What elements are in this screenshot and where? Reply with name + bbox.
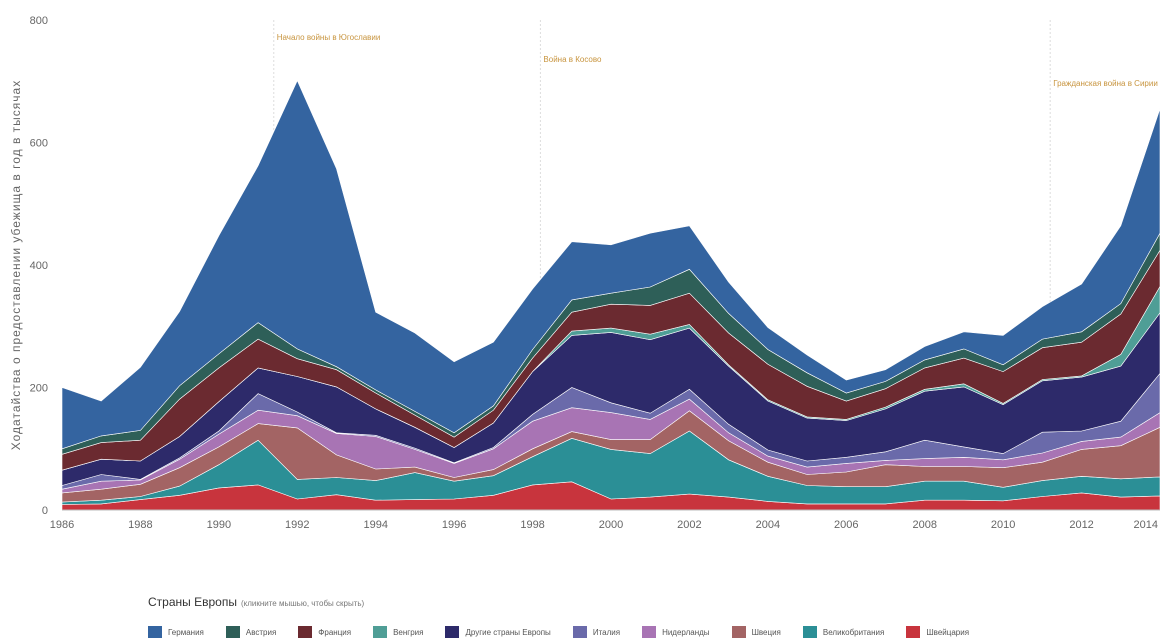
legend-item[interactable]: Франция (298, 626, 351, 638)
legend-swatch (298, 626, 313, 638)
stacked-area-chart: Начало войны в Югославии Война в Косово Гр… (9, 15, 1161, 531)
legend-title-text: Страны Европы (148, 595, 237, 609)
x-tick-label: 2010 (991, 519, 1015, 531)
x-tick-label: 2008 (912, 519, 936, 531)
x-tick-label: 2012 (1069, 519, 1093, 531)
legend-label: Другие страны Европы (465, 627, 551, 637)
legend-label: Швеция (751, 627, 781, 637)
y-tick-label: 200 (30, 383, 48, 395)
legend-item[interactable]: Нидерланды (642, 626, 710, 638)
legend-label: Австрия (245, 627, 277, 637)
x-tick-label: 2014 (1134, 519, 1158, 531)
legend-item[interactable]: Венгрия (373, 626, 423, 638)
legend-item[interactable]: Швейцария (906, 626, 969, 638)
x-tick-label: 2006 (834, 519, 858, 531)
x-tick-label: 1998 (520, 519, 544, 531)
legend-item[interactable]: Другие страны Европы (445, 626, 551, 638)
x-tick-label: 2000 (599, 519, 623, 531)
legend-label: Нидерланды (662, 627, 710, 637)
y-tick-label: 800 (30, 15, 48, 27)
legend-item[interactable]: Австрия (225, 626, 277, 638)
legend-swatch (445, 626, 460, 638)
x-tick-label: 1988 (128, 519, 152, 531)
legend-swatch (225, 626, 240, 638)
x-tick-label: 1992 (285, 519, 309, 531)
legend-swatch (148, 626, 162, 638)
x-tick-label: 1996 (442, 519, 466, 531)
x-tick-label: 1990 (207, 519, 231, 531)
annotation-label: Начало войны в Югославии (277, 33, 381, 42)
legend-label: Франция (318, 627, 352, 637)
y-tick-label: 400 (30, 260, 48, 272)
legend-item[interactable]: Швеция (731, 626, 781, 638)
legend-title: Страны Европы (кликните мышью, чтобы скры… (148, 595, 364, 609)
legend-label: Швейцария (926, 627, 970, 637)
legend-swatch (572, 626, 587, 638)
legend: Германия Австрия Франция Венгрия Другие стра… (148, 626, 991, 638)
area-series-Германия[interactable] (61, 79, 1161, 450)
legend-swatch (906, 626, 921, 638)
legend-label: Венгрия (393, 627, 424, 637)
legend-item[interactable]: Великобритания (802, 626, 885, 638)
legend-hint: (кликните мышью, чтобы скрыть) (240, 599, 365, 608)
area-series (61, 79, 1161, 511)
legend-label: Германия (168, 627, 204, 637)
y-axis-label: Ходатайства о предоставлении убежища в г… (9, 80, 23, 450)
x-tick-label: 1994 (363, 519, 387, 531)
axes: 1986 1988 1990 1992 1994 1996 1998 2000 2002 2004… (30, 15, 1160, 531)
legend-item[interactable]: Италия (572, 626, 621, 638)
legend-swatch (373, 626, 388, 638)
legend-swatch (802, 626, 817, 638)
y-tick-label: 600 (30, 138, 48, 150)
x-tick-label: 1986 (50, 519, 74, 531)
legend-swatch (731, 626, 746, 638)
annotation-label: Война в Косово (543, 55, 602, 64)
annotation-label: Гражданская война в Сирии (1053, 79, 1158, 88)
x-tick-label: 2002 (677, 519, 701, 531)
legend-label: Италия (592, 627, 621, 637)
x-tick-label: 2004 (756, 519, 780, 531)
legend-swatch (642, 626, 657, 638)
y-tick-label: 0 (42, 505, 48, 517)
legend-item[interactable]: Германия (148, 626, 204, 638)
legend-label: Великобритания (822, 627, 885, 637)
